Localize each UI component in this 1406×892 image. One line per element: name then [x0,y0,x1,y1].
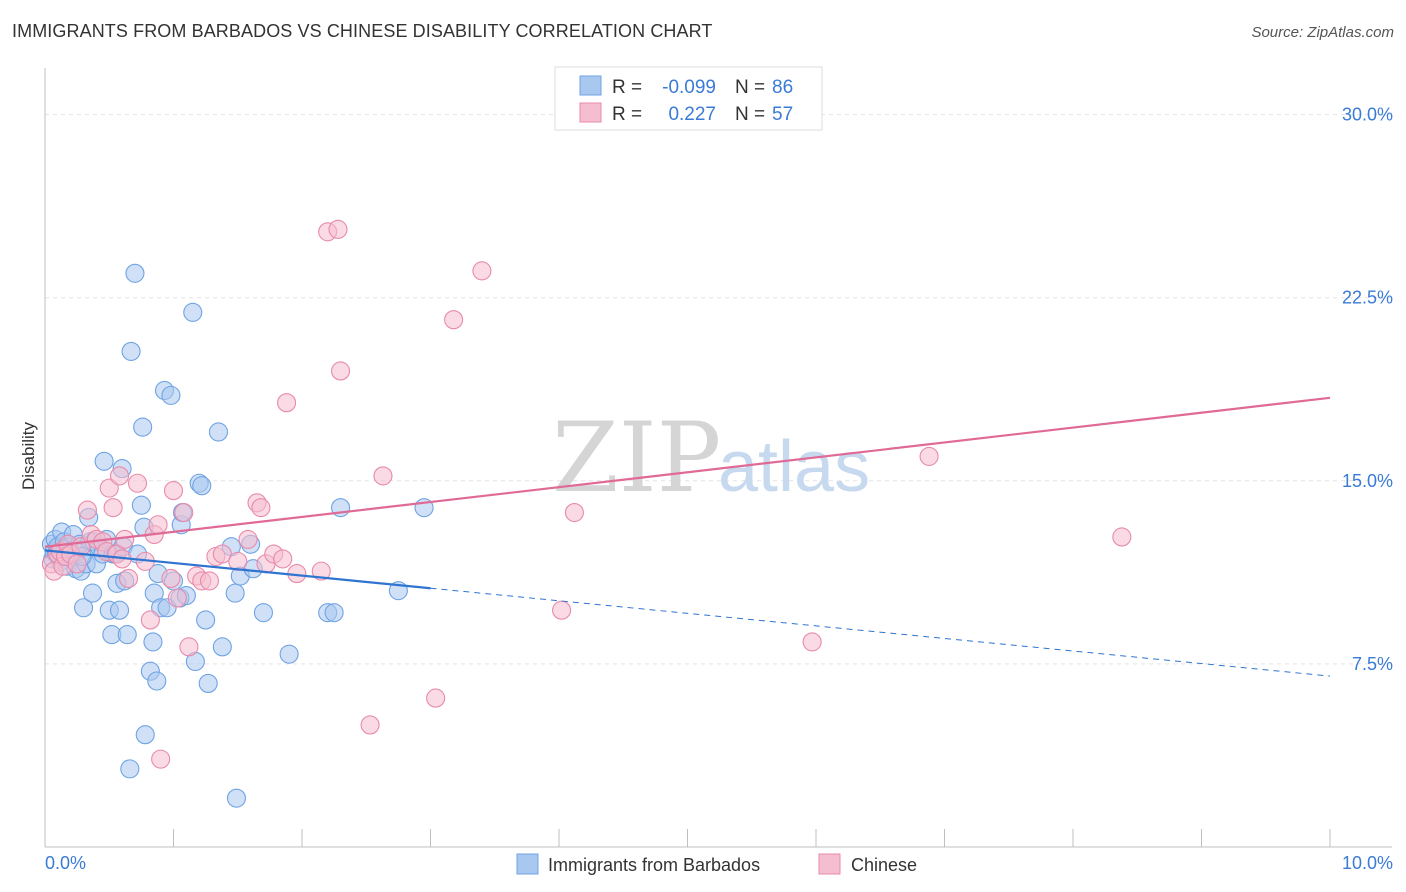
data-point [125,263,145,283]
data-point [174,502,194,523]
chart-title: IMMIGRANTS FROM BARBADOS VS CHINESE DISA… [12,21,713,41]
data-point [444,310,464,330]
legend: Immigrants from Barbados Chinese [516,853,917,875]
data-point [135,725,155,745]
data-point [564,502,584,523]
data-point [148,515,168,535]
data-point [198,673,218,693]
data-point [277,393,297,413]
data-point [183,302,203,322]
data-point [151,749,171,769]
data-point [238,529,258,549]
stats-box: R = -0.099 N = 86 R = 0.227 N = 57 [554,66,823,131]
y-axis-label: Disability [19,421,38,490]
data-point [225,583,245,603]
data-point [163,481,184,501]
data-point [1112,527,1132,547]
y-tick-label: 30.0% [1342,105,1393,125]
data-point [179,637,199,657]
trend-line-extension-0 [430,587,1331,677]
stats-swatch-chinese [579,102,602,123]
data-point [802,632,822,652]
data-point [82,583,103,603]
data-point [192,476,212,496]
data-point [143,632,163,652]
data-point [279,644,299,664]
legend-label-chinese: Chinese [851,855,917,875]
data-point [121,341,141,361]
data-point [552,600,572,620]
data-points [41,219,1132,808]
x-tick-label: 10.0% [1342,853,1393,873]
y-tick-label: 22.5% [1342,288,1393,308]
data-point [273,549,293,569]
data-point [226,788,247,808]
data-point [103,498,123,518]
data-point [67,554,87,574]
y-tick-label: 15.0% [1342,471,1393,491]
data-point [330,361,351,381]
data-point [94,451,114,471]
data-point [118,568,139,589]
stats-n-label-2: N = [735,104,765,125]
stats-n-value-1: 86 [772,77,793,98]
legend-swatch-chinese[interactable] [818,853,841,875]
trend-lines [44,396,1331,677]
data-point [120,759,140,779]
x-tick-label: 0.0% [45,853,86,873]
data-point [311,561,331,581]
data-point [109,600,130,620]
data-point [324,603,344,623]
data-point [77,500,97,520]
stats-r-label-2: R = [612,104,642,125]
legend-label-barbados: Immigrants from Barbados [548,855,760,875]
data-point [373,466,393,486]
data-point [167,588,187,608]
stats-r-value-1: -0.099 [662,77,716,98]
data-point [426,688,446,708]
data-point [161,568,181,589]
y-tick-label: 7.5% [1352,654,1393,674]
data-point [127,473,148,493]
data-point [133,417,153,437]
data-point [472,261,492,281]
data-point [253,603,274,623]
watermark: ZIP atlas [552,402,870,514]
data-point [74,598,94,618]
data-point [208,422,229,442]
legend-swatch-barbados[interactable] [516,853,539,875]
data-point [251,498,271,518]
data-point [140,610,160,630]
data-point [131,495,151,515]
data-point [115,529,135,549]
data-point [212,637,232,657]
stats-n-value-2: 57 [772,104,793,125]
trend-line-1 [44,396,1331,548]
trend-line-0 [44,549,431,590]
grid-lines [45,114,1392,665]
stats-swatch-barbados [579,75,602,96]
series-1-points [41,219,1132,769]
stats-r-label-1: R = [612,77,642,98]
data-point [147,671,167,691]
axes [44,68,1392,848]
y-tick-labels: 7.5% 15.0% 22.5% 30.0% [1342,105,1393,674]
data-point [117,625,137,645]
data-point [199,571,220,591]
data-point [196,610,216,630]
stats-r-value-2: 0.227 [668,104,716,125]
data-point [919,446,939,466]
watermark-zip: ZIP [552,402,721,514]
watermark-atlas: atlas [718,427,870,507]
source-label: Source: ZipAtlas.com [1251,24,1394,41]
data-point [161,385,181,405]
x-tick-labels: 0.0% 10.0% [45,853,1393,873]
data-point [328,219,348,239]
data-point [99,478,119,498]
data-point [109,466,130,486]
stats-n-label-1: N = [735,77,765,98]
data-point [360,715,380,735]
data-point [212,544,232,564]
